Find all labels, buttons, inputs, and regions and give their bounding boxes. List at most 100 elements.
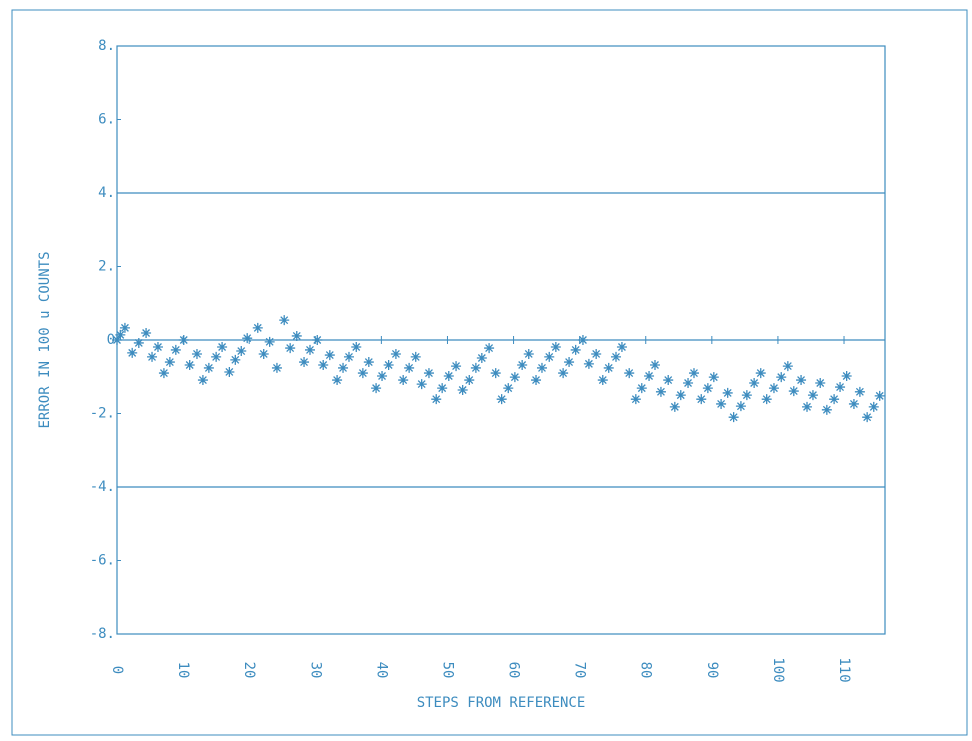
- data-point: [304, 344, 315, 355]
- data-point: [835, 382, 846, 393]
- data-point: [597, 375, 608, 386]
- data-point: [722, 387, 733, 398]
- data-point: [636, 383, 647, 394]
- data-point: [583, 358, 594, 369]
- data-point: [874, 390, 885, 401]
- y-tick-label: 0: [107, 332, 115, 348]
- x-tick-label: 90: [704, 662, 720, 679]
- data-point: [536, 362, 547, 373]
- data-point: [630, 394, 641, 405]
- data-point: [371, 383, 382, 394]
- data-point: [815, 377, 826, 388]
- data-point: [158, 368, 169, 379]
- data-point: [669, 401, 680, 412]
- y-tick-label: -2.: [90, 406, 115, 422]
- x-tick-label: 0: [109, 666, 125, 674]
- x-tick-label: 50: [439, 662, 455, 679]
- data-point: [351, 341, 362, 352]
- x-tick-label: 20: [241, 662, 257, 679]
- data-point: [550, 341, 561, 352]
- data-point: [383, 359, 394, 370]
- data-point: [127, 347, 138, 358]
- data-point: [688, 368, 699, 379]
- data-point: [749, 377, 760, 388]
- data-point: [616, 341, 627, 352]
- data-point: [761, 394, 772, 405]
- data-point: [484, 343, 495, 354]
- x-tick-label: 30: [307, 662, 323, 679]
- page-border: [11, 9, 968, 736]
- data-point: [558, 368, 569, 379]
- data-point: [164, 357, 175, 368]
- data-point: [343, 351, 354, 362]
- data-point: [203, 362, 214, 373]
- data-point: [531, 375, 542, 386]
- data-point: [735, 401, 746, 412]
- data-point: [285, 343, 296, 354]
- data-point: [624, 368, 635, 379]
- data-point: [862, 412, 873, 423]
- data-point: [338, 362, 349, 373]
- data-point: [398, 375, 409, 386]
- data-point: [841, 371, 852, 382]
- data-point: [279, 315, 290, 326]
- data-point: [271, 362, 282, 373]
- data-point: [147, 351, 158, 362]
- y-tick-label: -8.: [90, 626, 115, 642]
- data-point: [324, 350, 335, 361]
- data-point: [457, 384, 468, 395]
- data-point: [443, 371, 454, 382]
- data-point: [854, 386, 865, 397]
- data-point: [821, 404, 832, 415]
- data-point: [416, 379, 427, 390]
- data-point: [318, 359, 329, 370]
- y-tick-label: 8.: [98, 38, 115, 54]
- data-point: [644, 371, 655, 382]
- data-point: [410, 351, 421, 362]
- data-point: [332, 375, 343, 386]
- data-point: [437, 383, 448, 394]
- data-point: [728, 412, 739, 423]
- x-tick-label: 80: [638, 662, 654, 679]
- data-point: [264, 336, 275, 347]
- data-point: [291, 330, 302, 341]
- data-point: [868, 401, 879, 412]
- data-point: [796, 375, 807, 386]
- data-point: [503, 383, 514, 394]
- data-point: [312, 335, 323, 345]
- data-point: [782, 361, 793, 372]
- y-tick-label: -4.: [90, 479, 115, 495]
- data-point: [768, 383, 779, 394]
- data-point: [152, 341, 163, 352]
- data-point: [496, 394, 507, 405]
- data-point: [178, 335, 189, 345]
- data-point: [217, 341, 228, 352]
- data-point: [509, 372, 520, 383]
- data-point: [683, 377, 694, 388]
- data-point: [133, 337, 144, 348]
- y-tick-label: 4.: [98, 185, 115, 201]
- data-point: [451, 361, 462, 372]
- data-point: [357, 368, 368, 379]
- data-point: [848, 398, 859, 409]
- y-tick-label: 2.: [98, 259, 115, 275]
- data-point: [708, 372, 719, 383]
- data-point: [517, 359, 528, 370]
- data-point: [675, 390, 686, 401]
- data-point: [464, 375, 475, 386]
- data-point: [490, 368, 501, 379]
- x-tick-label: 100: [770, 657, 786, 682]
- x-tick-label: 70: [572, 662, 588, 679]
- data-point: [377, 371, 388, 382]
- data-point: [224, 366, 235, 377]
- y-tick-label: -6.: [90, 553, 115, 569]
- y-axis-label: ERROR IN 100 u COUNTS: [37, 251, 53, 428]
- data-point: [258, 348, 269, 359]
- data-point: [776, 372, 787, 383]
- x-tick-label: 40: [373, 662, 389, 679]
- data-point: [741, 390, 752, 401]
- data-point: [119, 322, 130, 333]
- data-point: [236, 346, 247, 357]
- data-point: [252, 322, 263, 333]
- x-tick-label: 10: [175, 662, 191, 679]
